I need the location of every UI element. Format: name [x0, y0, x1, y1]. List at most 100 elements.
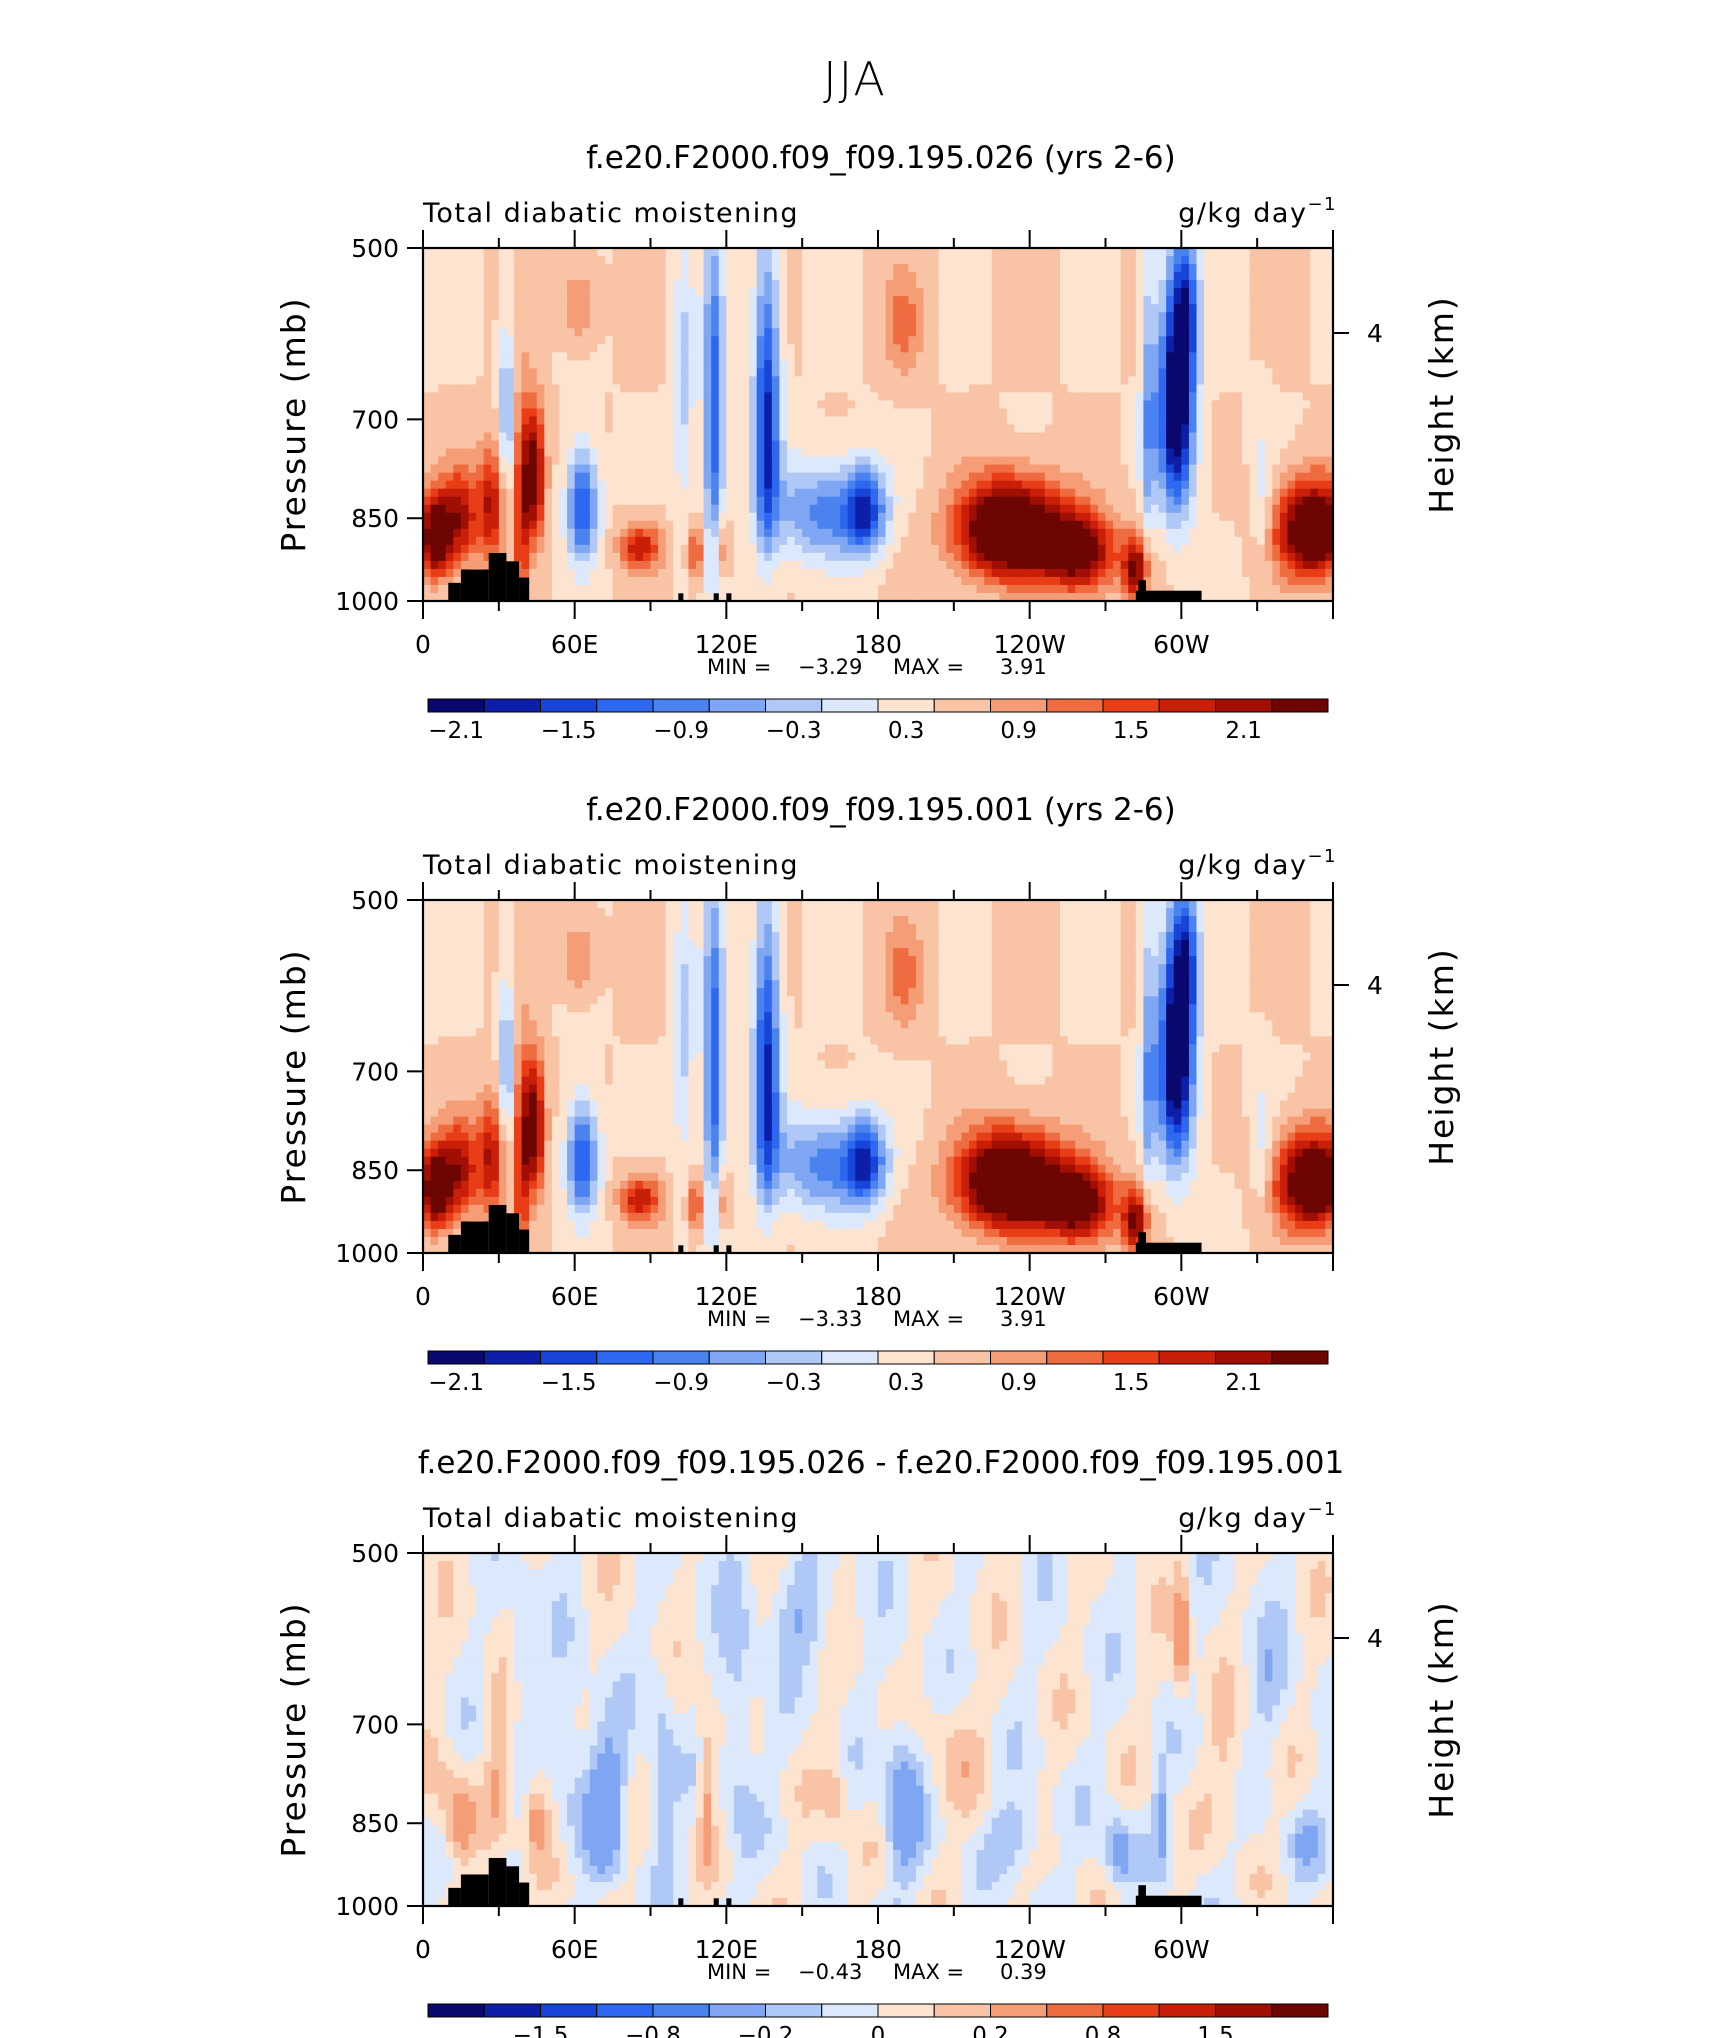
field-cell: [1113, 520, 1122, 530]
field-cell: [1158, 328, 1167, 337]
field-cell: [976, 456, 985, 466]
field-cell: [862, 344, 872, 353]
field-cell: [771, 264, 781, 273]
field-cell: [749, 448, 758, 458]
field-cell: [900, 304, 909, 313]
field-cell: [817, 248, 826, 257]
field-cell: [582, 264, 591, 273]
field-cell: [536, 304, 545, 313]
field-cell: [817, 504, 826, 514]
field-cell: [1037, 248, 1046, 257]
field-cell: [1272, 536, 1281, 546]
field-cell: [491, 272, 500, 281]
field-cell: [908, 512, 917, 522]
field-cell: [1029, 464, 1038, 474]
field-cell: [726, 568, 735, 578]
field-cell: [984, 280, 993, 289]
field-cell: [1097, 344, 1107, 353]
field-cell: [1249, 536, 1258, 546]
field-cell: [1173, 512, 1182, 522]
field-cell: [1105, 544, 1114, 554]
field-cell: [938, 320, 947, 329]
field-cell: [847, 472, 856, 482]
field-cell: [749, 320, 758, 329]
field-cell: [809, 384, 818, 394]
field-cell: [1173, 504, 1182, 514]
field-cell: [1075, 392, 1084, 402]
field-cell: [1219, 272, 1228, 281]
field-cell: [878, 456, 887, 466]
field-cell: [567, 328, 576, 337]
field-cell: [696, 472, 705, 482]
field-cell: [938, 296, 947, 305]
field-cell: [885, 352, 894, 361]
field-cell: [1325, 440, 1334, 450]
field-cell: [498, 312, 508, 321]
field-cell: [840, 328, 849, 337]
field-cell: [976, 480, 985, 490]
field-cell: [855, 416, 864, 426]
field-cell: [771, 248, 781, 257]
field-cell: [938, 256, 947, 265]
field-cell: [953, 280, 963, 289]
field-cell: [1257, 376, 1266, 385]
field-cell: [1006, 264, 1016, 273]
field-cell: [976, 376, 985, 385]
field-cell: [1128, 416, 1137, 426]
field-cell: [703, 368, 712, 377]
field-cell: [870, 520, 879, 530]
field-cell: [514, 448, 523, 458]
field-cell: [498, 328, 508, 337]
field-cell: [870, 480, 879, 490]
field-cell: [1204, 536, 1213, 546]
field-cell: [1295, 328, 1304, 337]
field-cell: [574, 472, 583, 482]
field-cell: [673, 416, 682, 426]
field-cell: [1310, 384, 1319, 394]
field-cell: [1219, 328, 1228, 337]
field-cell: [468, 432, 477, 442]
field-cell: [1044, 256, 1054, 265]
field-cell: [1204, 392, 1213, 402]
field-cell: [1105, 360, 1114, 369]
field-cell: [764, 344, 773, 353]
field-cell: [718, 352, 727, 361]
field-cell: [961, 272, 970, 281]
field-cell: [1135, 280, 1145, 289]
field-cell: [642, 304, 652, 313]
field-cell: [1310, 296, 1319, 305]
field-cell: [612, 456, 621, 466]
field-cell: [635, 320, 644, 329]
field-cell: [1135, 392, 1145, 402]
field-cell: [870, 496, 879, 506]
field-cell: [1158, 472, 1167, 482]
field-cell: [551, 480, 561, 490]
field-cell: [1151, 432, 1160, 442]
field-cell: [423, 416, 432, 426]
field-cell: [589, 544, 599, 554]
field-cell: [908, 360, 917, 369]
field-cell: [953, 296, 963, 305]
field-cell: [582, 384, 591, 394]
field-cell: [635, 272, 644, 281]
field-cell: [1257, 312, 1266, 321]
field-cell: [862, 472, 872, 482]
field-cell: [756, 424, 765, 434]
field-cell: [665, 536, 674, 546]
field-cell: [870, 576, 879, 586]
field-cell: [476, 496, 485, 506]
field-cell: [787, 384, 796, 394]
field-cell: [536, 360, 545, 369]
field-cell: [893, 336, 902, 345]
field-cell: [1113, 536, 1122, 546]
field-cell: [696, 360, 705, 369]
field-cell: [650, 512, 659, 522]
field-cell: [1037, 312, 1046, 321]
field-cell: [589, 352, 599, 361]
field-cell: [673, 560, 682, 570]
field-cell: [794, 440, 803, 450]
field-cell: [711, 344, 720, 353]
field-cell: [1279, 424, 1289, 434]
field-cell: [756, 520, 765, 530]
field-cell: [453, 336, 462, 345]
